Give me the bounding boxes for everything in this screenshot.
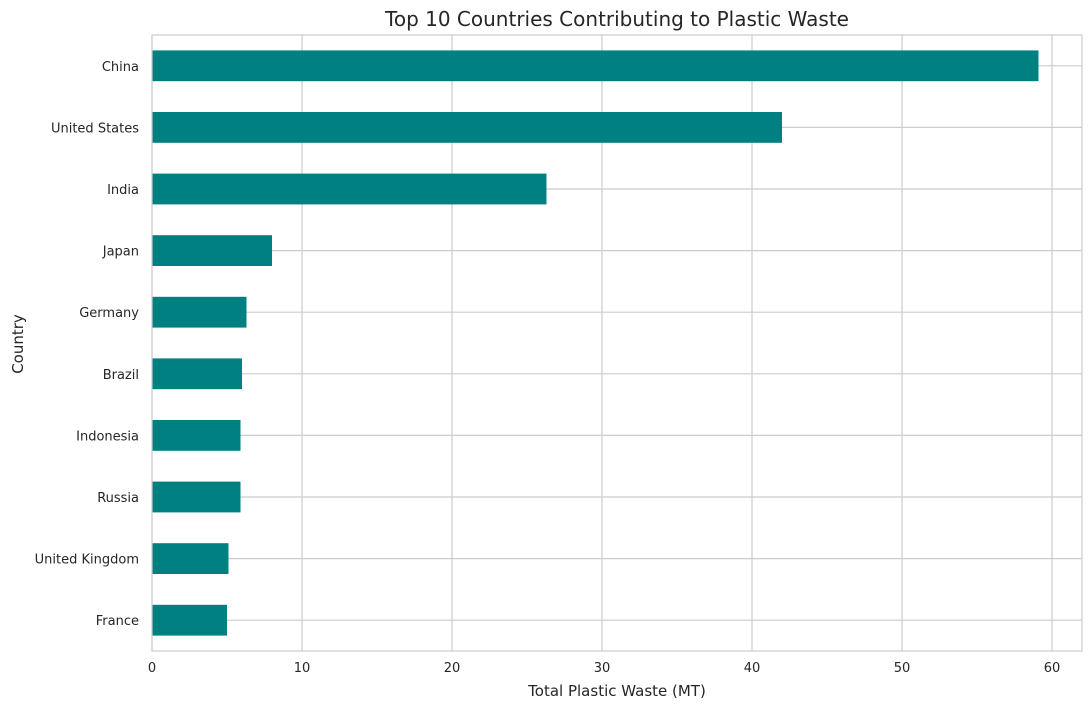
y-tick-labels: China United States India Japan Germany Brazi… (35, 60, 140, 629)
x-axis-label: Total Plastic Waste (MT) (527, 682, 706, 700)
bar-china (152, 50, 1039, 82)
x-tick-label: 30 (594, 661, 611, 676)
y-tick-label: United States (51, 121, 139, 136)
x-tick-label: 40 (744, 661, 761, 676)
y-tick-label: Russia (97, 491, 139, 506)
bar-france (152, 604, 227, 636)
y-axis-label: Country (9, 314, 27, 374)
y-tick-label: Japan (102, 245, 139, 260)
y-tick-label: Brazil (103, 368, 139, 383)
grid-lines (151, 35, 1082, 651)
plot-frame (151, 34, 1083, 652)
bar-russia (152, 481, 241, 513)
bar-united-kingdom (152, 543, 229, 574)
y-tick-label: China (102, 60, 139, 75)
y-tick-label: Germany (79, 306, 139, 321)
bar-brazil (152, 358, 242, 390)
x-tick-label: 50 (894, 661, 911, 676)
bar-united-states (152, 112, 782, 143)
y-tick-label: Indonesia (76, 429, 139, 444)
y-tick-label: India (107, 183, 139, 198)
bars (152, 50, 1039, 636)
x-tick-labels: 0 10 20 30 40 50 60 (148, 661, 1060, 676)
x-tick-label: 20 (444, 661, 461, 676)
bar-india (152, 173, 547, 205)
chart-title: Top 10 Countries Contributing to Plastic… (384, 7, 849, 31)
y-tick-label: United Kingdom (35, 553, 139, 568)
x-tick-label: 60 (1044, 661, 1061, 676)
x-tick-label: 10 (294, 661, 311, 676)
bar-germany (152, 296, 247, 328)
bar-japan (152, 235, 272, 266)
bar-indonesia (152, 420, 241, 451)
y-tick-label: France (96, 614, 139, 629)
x-tick-label: 0 (148, 661, 156, 676)
